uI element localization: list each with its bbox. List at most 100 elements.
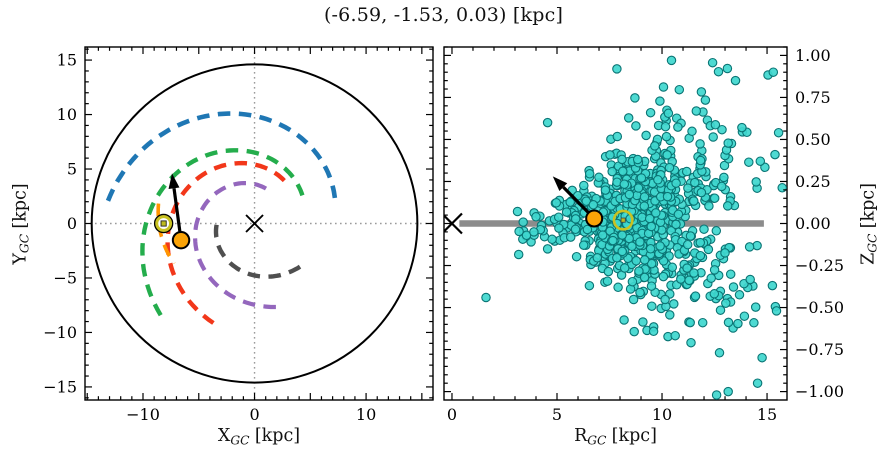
scatter-point bbox=[619, 315, 629, 325]
scatter-point bbox=[651, 208, 661, 218]
xlabel-sub: GC bbox=[587, 433, 607, 448]
tick-label: 15 bbox=[57, 51, 77, 70]
scatter-point bbox=[570, 224, 581, 235]
sun-marker-core bbox=[620, 217, 626, 223]
scatter-point bbox=[686, 337, 696, 348]
scatter-point bbox=[481, 292, 491, 303]
scatter-point bbox=[687, 126, 697, 137]
galactic-center-cross bbox=[444, 212, 463, 234]
scatter-point bbox=[592, 253, 603, 263]
tick-label: 0 bbox=[249, 405, 259, 424]
scatter-point bbox=[695, 155, 706, 166]
scatter-point bbox=[691, 106, 702, 116]
scatter-point bbox=[777, 183, 787, 193]
scatter-point bbox=[582, 224, 593, 235]
xlabel-base: R bbox=[574, 426, 588, 446]
scatter-point bbox=[750, 302, 761, 312]
scatter-point bbox=[655, 96, 665, 106]
xy-map-panel bbox=[85, 47, 433, 400]
scatter-point bbox=[682, 263, 692, 273]
scatter-point bbox=[513, 249, 524, 260]
scatter-point bbox=[670, 330, 680, 341]
scatter-point bbox=[584, 169, 595, 179]
scatter-point bbox=[603, 266, 614, 277]
star-position-dot bbox=[585, 209, 604, 228]
scatter-point bbox=[605, 150, 615, 160]
xlabel-unit: [kpc] bbox=[254, 426, 301, 446]
scatter-point bbox=[669, 299, 679, 309]
scatter-point bbox=[730, 75, 741, 86]
scatter-point bbox=[639, 201, 650, 211]
scatter-point bbox=[719, 172, 729, 183]
scatter-point bbox=[627, 241, 637, 252]
scatter-point bbox=[667, 262, 678, 273]
scatter-point bbox=[767, 280, 778, 291]
scatter-point bbox=[512, 206, 523, 217]
scatter-point bbox=[755, 156, 766, 166]
scatter-point bbox=[771, 306, 782, 316]
scatter-point bbox=[514, 226, 524, 237]
scatter-point bbox=[744, 157, 754, 167]
scatter-point bbox=[720, 248, 730, 258]
scatter-point bbox=[685, 231, 696, 241]
scatter-point bbox=[685, 317, 695, 328]
right-xaxis-label: RGC [kpc] bbox=[444, 426, 787, 447]
tick-label: 5 bbox=[67, 160, 77, 179]
scatter-point bbox=[707, 57, 718, 68]
spiral-arm-gray bbox=[213, 224, 307, 279]
scatter-point bbox=[613, 282, 623, 293]
ylabel-unit: [kpc] bbox=[858, 183, 879, 229]
scatter-point bbox=[719, 160, 730, 171]
scatter-point bbox=[571, 251, 582, 262]
scatter-point bbox=[638, 317, 648, 327]
scatter-point bbox=[531, 212, 541, 222]
scatter-point bbox=[695, 139, 705, 149]
scatter-point bbox=[565, 232, 576, 242]
scatter-point bbox=[617, 154, 627, 165]
scatter-point bbox=[553, 212, 564, 222]
scatter-point bbox=[565, 197, 575, 207]
scatter-point bbox=[721, 298, 731, 308]
scatter-point bbox=[660, 294, 670, 305]
tick-label: −0.25 bbox=[795, 256, 844, 275]
tick-label: 0.00 bbox=[795, 214, 831, 233]
scatter-point bbox=[690, 177, 700, 188]
scatter-point bbox=[529, 227, 539, 237]
scatter-point bbox=[597, 230, 608, 240]
scatter-point bbox=[632, 154, 643, 165]
spiral-arm-local-orange bbox=[156, 203, 176, 265]
scatter-point bbox=[673, 209, 684, 220]
scatter-point bbox=[722, 63, 733, 74]
scatter-point bbox=[631, 256, 641, 266]
scatter-point bbox=[768, 67, 779, 77]
scatter-point bbox=[696, 87, 707, 97]
scatter-point bbox=[646, 281, 657, 291]
scatter-point bbox=[709, 193, 720, 203]
scatter-point bbox=[665, 310, 675, 320]
scatter-point bbox=[709, 265, 720, 275]
ylabel-base: Z bbox=[858, 252, 879, 265]
scatter-point bbox=[671, 219, 681, 230]
scatter-point bbox=[619, 179, 630, 189]
scatter-point bbox=[655, 241, 665, 251]
scatter-point bbox=[689, 268, 699, 278]
scatter-point bbox=[717, 124, 727, 135]
scatter-point bbox=[623, 113, 634, 123]
scatter-point bbox=[594, 172, 604, 183]
scatter-point bbox=[708, 132, 718, 142]
scatter-point bbox=[697, 317, 708, 328]
scatter-point bbox=[600, 185, 611, 195]
scatter-point bbox=[662, 191, 673, 202]
left-xaxis-label: XGC [kpc] bbox=[85, 426, 433, 447]
scatter-point bbox=[570, 214, 581, 224]
tick-label: −10 bbox=[43, 323, 77, 342]
scatter-point bbox=[619, 263, 630, 273]
xlabel-base: X bbox=[217, 426, 231, 446]
scatter-point bbox=[547, 234, 557, 245]
scatter-point bbox=[634, 266, 644, 276]
scatter-point bbox=[551, 198, 562, 208]
scatter-point bbox=[628, 294, 639, 305]
scatter-point bbox=[689, 196, 699, 206]
scatter-point bbox=[578, 240, 589, 250]
